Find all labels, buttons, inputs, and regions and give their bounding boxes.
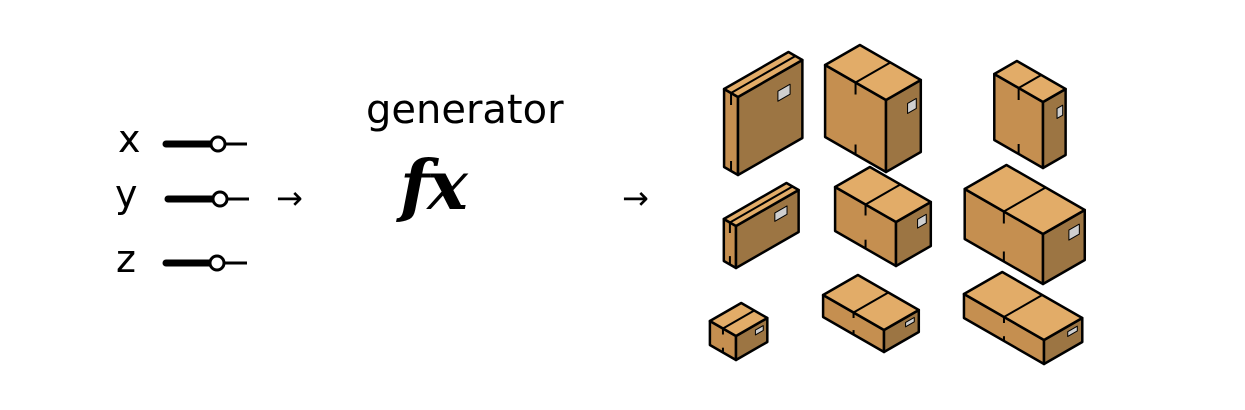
slider-knob[interactable] bbox=[208, 254, 226, 272]
cardboard-box-icon bbox=[963, 163, 1087, 286]
shipping-label bbox=[905, 316, 915, 328]
box-tape-seam bbox=[730, 55, 796, 94]
box-tape-seam bbox=[853, 291, 889, 314]
arrow-right-icon: → bbox=[622, 179, 649, 217]
box-tape-seam bbox=[729, 185, 794, 224]
box-tape-seam bbox=[1003, 294, 1043, 318]
generator-title: generator bbox=[366, 87, 564, 133]
shipping-label bbox=[917, 213, 927, 229]
box-tape-seam bbox=[1018, 74, 1042, 89]
arrow-right-icon: → bbox=[276, 179, 303, 217]
param-label-z: z bbox=[116, 237, 136, 281]
param-label-y: y bbox=[115, 172, 138, 216]
shipping-label bbox=[774, 205, 788, 222]
shipping-label bbox=[777, 83, 791, 102]
box-tape-seam bbox=[865, 183, 901, 206]
box-tape-seam bbox=[722, 309, 755, 330]
param-label-x: x bbox=[118, 117, 141, 161]
slider-y[interactable] bbox=[164, 190, 249, 208]
shipping-label bbox=[907, 97, 917, 114]
box-tape-seam bbox=[855, 61, 891, 84]
box-tape-seam bbox=[1003, 186, 1047, 213]
cardboard-box-icon bbox=[823, 43, 923, 174]
cardboard-box-icon bbox=[722, 181, 800, 270]
cardboard-box-icon bbox=[821, 273, 921, 354]
cardboard-box-icon bbox=[962, 270, 1084, 366]
cardboard-box-icon bbox=[993, 59, 1067, 170]
slider-knob[interactable] bbox=[211, 190, 229, 208]
cardboard-box-icon bbox=[708, 301, 769, 362]
shipping-label bbox=[1068, 223, 1080, 241]
shipping-label bbox=[754, 325, 764, 336]
cardboard-box-icon bbox=[722, 50, 804, 177]
shipping-label bbox=[1056, 104, 1064, 119]
function-symbol: fx bbox=[400, 146, 468, 226]
shipping-label bbox=[1067, 325, 1078, 337]
slider-z[interactable] bbox=[162, 254, 247, 272]
cardboard-box-icon bbox=[833, 165, 933, 268]
slider-x[interactable] bbox=[162, 135, 247, 153]
slider-knob[interactable] bbox=[209, 135, 227, 153]
